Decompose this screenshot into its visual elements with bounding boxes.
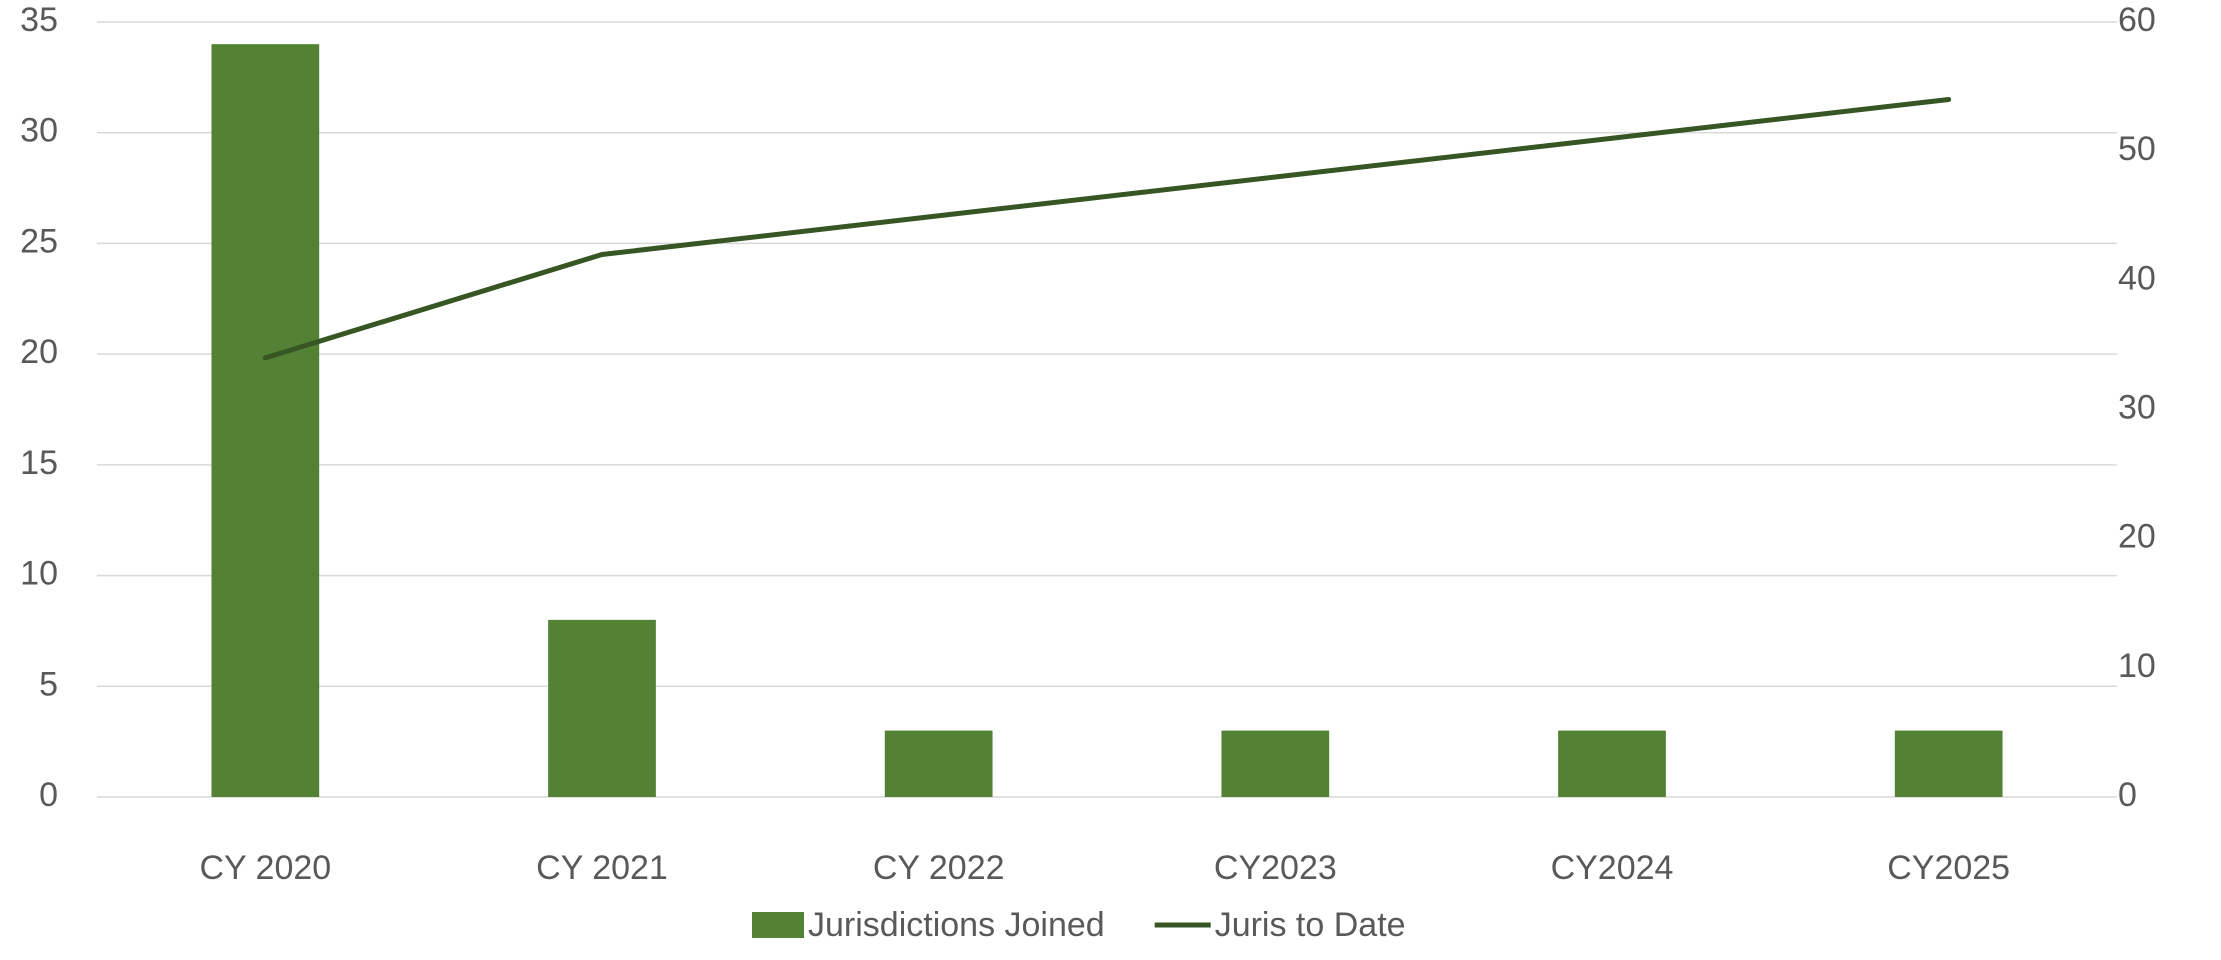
- x-tick-label: CY2023: [1214, 849, 1337, 887]
- y2-tick-label: 60: [2118, 1, 2156, 39]
- x-tick-label: CY2025: [1887, 849, 2010, 887]
- bar: [1558, 730, 1666, 797]
- y-tick-label: 10: [20, 555, 58, 593]
- y2-tick-label: 20: [2118, 518, 2156, 556]
- y2-tick-label: 50: [2118, 130, 2156, 168]
- y-tick-label: 30: [20, 112, 58, 150]
- y2-tick-label: 10: [2118, 647, 2156, 685]
- bar: [884, 730, 993, 797]
- bar: [1221, 730, 1330, 797]
- legend-swatch: [752, 912, 804, 938]
- x-tick-label: CY 2020: [199, 849, 331, 887]
- x-tick-label: CY 2021: [536, 849, 668, 887]
- y-tick-label: 20: [20, 333, 58, 371]
- bar: [548, 619, 656, 797]
- y-tick-label: 25: [20, 222, 58, 260]
- legend-label: Juris to Date: [1215, 906, 1406, 944]
- y2-tick-label: 30: [2118, 388, 2156, 426]
- x-tick-label: CY 2022: [873, 849, 1005, 887]
- legend-label: Jurisdictions Joined: [808, 906, 1105, 944]
- bar: [211, 44, 320, 797]
- y-tick-label: 35: [20, 1, 58, 39]
- y-tick-label: 5: [39, 665, 58, 703]
- bar: [1894, 730, 2003, 797]
- line: [262, 97, 1952, 361]
- x-tick-label: CY2024: [1551, 849, 1674, 887]
- y-tick-label: 0: [39, 776, 58, 814]
- y2-tick-label: 0: [2118, 776, 2137, 814]
- y-tick-label: 15: [20, 444, 58, 482]
- y2-tick-label: 40: [2118, 259, 2156, 297]
